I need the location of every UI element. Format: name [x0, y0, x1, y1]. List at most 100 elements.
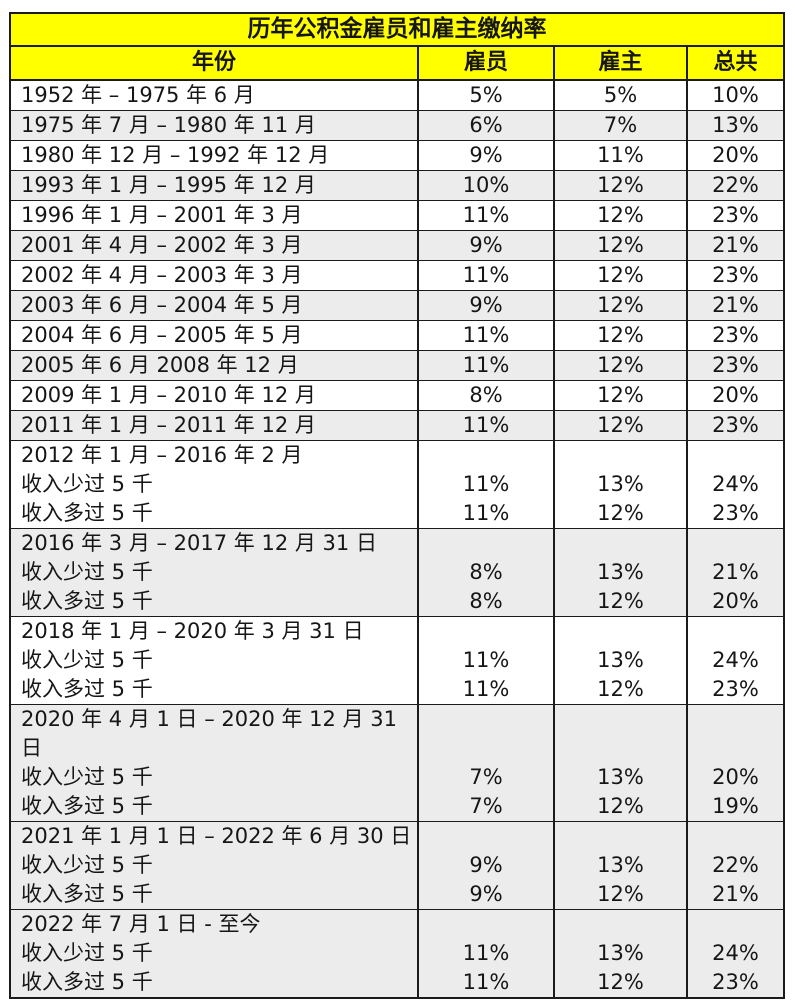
total-rate-cell: 23%: [686, 350, 785, 381]
period-cell: 2005 年 6 月 2008 年 12 月: [9, 350, 419, 381]
employee-rate-cell: 11% 11%: [417, 440, 555, 529]
employer-rate-cell: 12%: [553, 260, 688, 291]
employer-rate-cell: 7%: [553, 110, 688, 141]
employee-rate-cell: 7% 7%: [417, 704, 555, 822]
employee-rate-cell: 6%: [417, 110, 555, 141]
employee-rate-cell: 10%: [417, 170, 555, 201]
period-cell: 2009 年 1 月 – 2010 年 12 月: [9, 380, 419, 411]
total-rate-cell: 21%: [686, 230, 785, 261]
period-cell: 2018 年 1 月 – 2020 年 3 月 31 日 收入少过 5 千 收入…: [9, 616, 419, 705]
table-row: 1996 年 1 月 – 2001 年 3 月 11% 12% 23%: [9, 200, 785, 231]
column-header-period: 年份: [9, 45, 419, 81]
total-rate-cell: 24% 23%: [686, 440, 785, 529]
period-cell: 1993 年 1 月 – 1995 年 12 月: [9, 170, 419, 201]
cpf-rates-table-container: 历年公积金雇员和雇主缴纳率 年份 雇员 雇主 总共 1952 年 – 1975 …: [9, 12, 785, 999]
total-rate-cell: 13%: [686, 110, 785, 141]
employee-rate-cell: 8%: [417, 380, 555, 411]
table-row: 1952 年 – 1975 年 6 月 5% 5% 10%: [9, 79, 785, 111]
table-row: 2003 年 6 月 – 2004 年 5 月 9% 12% 21%: [9, 290, 785, 321]
column-header-total: 总共: [686, 45, 785, 81]
employee-rate-cell: 11%: [417, 200, 555, 231]
period-cell: 2016 年 3 月 – 2017 年 12 月 31 日 收入少过 5 千 收…: [9, 528, 419, 617]
period-cell: 2001 年 4 月 – 2002 年 3 月: [9, 230, 419, 261]
total-rate-cell: 20%: [686, 140, 785, 171]
employee-rate-cell: 9%: [417, 230, 555, 261]
employer-rate-cell: 13% 12%: [553, 704, 688, 822]
rates-table-body: 1952 年 – 1975 年 6 月 5% 5% 10% 1975 年 7 月…: [9, 79, 785, 999]
period-cell: 2022 年 7 月 1 日 - 至今 收入少过 5 千 收入多过 5 千: [9, 909, 419, 999]
column-header-employee: 雇员: [417, 45, 555, 81]
employer-rate-cell: 13% 12%: [553, 616, 688, 705]
employer-rate-cell: 12%: [553, 380, 688, 411]
period-cell: 1996 年 1 月 – 2001 年 3 月: [9, 200, 419, 231]
total-rate-cell: 24% 23%: [686, 909, 785, 999]
total-rate-cell: 24% 23%: [686, 616, 785, 705]
total-rate-cell: 20% 19%: [686, 704, 785, 822]
table-title: 历年公积金雇员和雇主缴纳率: [9, 12, 785, 47]
employer-rate-cell: 13% 12%: [553, 909, 688, 999]
period-cell: 2021 年 1 月 1 日 – 2022 年 6 月 30 日 收入少过 5 …: [9, 821, 419, 910]
table-row: 1975 年 7 月 – 1980 年 11 月 6% 7% 13%: [9, 110, 785, 141]
table-row: 2012 年 1 月 – 2016 年 2 月 收入少过 5 千 收入多过 5 …: [9, 440, 785, 529]
employee-rate-cell: 11%: [417, 260, 555, 291]
employer-rate-cell: 12%: [553, 290, 688, 321]
period-cell: 2020 年 4 月 1 日 – 2020 年 12 月 31 日 收入少过 5…: [9, 704, 419, 822]
employer-rate-cell: 12%: [553, 170, 688, 201]
employer-rate-cell: 12%: [553, 350, 688, 381]
table-row: 2018 年 1 月 – 2020 年 3 月 31 日 收入少过 5 千 收入…: [9, 616, 785, 705]
table-row: 2020 年 4 月 1 日 – 2020 年 12 月 31 日 收入少过 5…: [9, 704, 785, 822]
period-cell: 2002 年 4 月 – 2003 年 3 月: [9, 260, 419, 291]
table-row: 2001 年 4 月 – 2002 年 3 月 9% 12% 21%: [9, 230, 785, 261]
table-row: 2016 年 3 月 – 2017 年 12 月 31 日 收入少过 5 千 收…: [9, 528, 785, 617]
employer-rate-cell: 12%: [553, 410, 688, 441]
table-row: 1980 年 12 月 – 1992 年 12 月 9% 11% 20%: [9, 140, 785, 171]
employer-rate-cell: 12%: [553, 200, 688, 231]
employee-rate-cell: 8% 8%: [417, 528, 555, 617]
table-row: 2021 年 1 月 1 日 – 2022 年 6 月 30 日 收入少过 5 …: [9, 821, 785, 910]
table-row: 2004 年 6 月 – 2005 年 5 月 11% 12% 23%: [9, 320, 785, 351]
column-header-employer: 雇主: [553, 45, 688, 81]
period-cell: 2004 年 6 月 – 2005 年 5 月: [9, 320, 419, 351]
total-rate-cell: 23%: [686, 320, 785, 351]
employee-rate-cell: 9% 9%: [417, 821, 555, 910]
employer-rate-cell: 12%: [553, 230, 688, 261]
period-cell: 1980 年 12 月 – 1992 年 12 月: [9, 140, 419, 171]
employer-rate-cell: 5%: [553, 79, 688, 111]
employee-rate-cell: 9%: [417, 290, 555, 321]
total-rate-cell: 23%: [686, 200, 785, 231]
employee-rate-cell: 11%: [417, 320, 555, 351]
employee-rate-cell: 11% 11%: [417, 616, 555, 705]
total-rate-cell: 23%: [686, 410, 785, 441]
total-rate-cell: 20%: [686, 380, 785, 411]
table-title-row: 历年公积金雇员和雇主缴纳率: [9, 12, 785, 47]
period-cell: 2012 年 1 月 – 2016 年 2 月 收入少过 5 千 收入多过 5 …: [9, 440, 419, 529]
period-cell: 2011 年 1 月 – 2011 年 12 月: [9, 410, 419, 441]
total-rate-cell: 21% 20%: [686, 528, 785, 617]
employee-rate-cell: 9%: [417, 140, 555, 171]
employer-rate-cell: 12%: [553, 320, 688, 351]
employer-rate-cell: 13% 12%: [553, 821, 688, 910]
total-rate-cell: 22% 21%: [686, 821, 785, 910]
table-row: 2009 年 1 月 – 2010 年 12 月 8% 12% 20%: [9, 380, 785, 411]
employee-rate-cell: 11%: [417, 350, 555, 381]
employer-rate-cell: 13% 12%: [553, 440, 688, 529]
total-rate-cell: 10%: [686, 79, 785, 111]
employee-rate-cell: 11%: [417, 410, 555, 441]
cpf-rates-table: 历年公积金雇员和雇主缴纳率 年份 雇员 雇主 总共 1952 年 – 1975 …: [9, 12, 785, 999]
table-row: 1993 年 1 月 – 1995 年 12 月 10% 12% 22%: [9, 170, 785, 201]
column-header-row: 年份 雇员 雇主 总共: [9, 45, 785, 81]
employer-rate-cell: 13% 12%: [553, 528, 688, 617]
total-rate-cell: 23%: [686, 260, 785, 291]
period-cell: 1975 年 7 月 – 1980 年 11 月: [9, 110, 419, 141]
period-cell: 2003 年 6 月 – 2004 年 5 月: [9, 290, 419, 321]
employee-rate-cell: 11% 11%: [417, 909, 555, 999]
total-rate-cell: 21%: [686, 290, 785, 321]
total-rate-cell: 22%: [686, 170, 785, 201]
period-cell: 1952 年 – 1975 年 6 月: [9, 79, 419, 111]
employer-rate-cell: 11%: [553, 140, 688, 171]
employee-rate-cell: 5%: [417, 79, 555, 111]
table-row: 2011 年 1 月 – 2011 年 12 月 11% 12% 23%: [9, 410, 785, 441]
table-row: 2022 年 7 月 1 日 - 至今 收入少过 5 千 收入多过 5 千 11…: [9, 909, 785, 999]
table-row: 2002 年 4 月 – 2003 年 3 月 11% 12% 23%: [9, 260, 785, 291]
table-row: 2005 年 6 月 2008 年 12 月 11% 12% 23%: [9, 350, 785, 381]
